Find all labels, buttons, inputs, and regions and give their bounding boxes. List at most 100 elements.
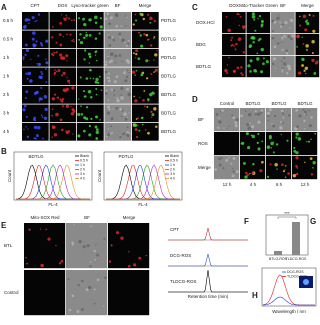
cell-spot: [94, 54, 97, 56]
cell-spot: [247, 64, 251, 68]
cell-spot: [272, 151, 275, 154]
row-label: BF: [198, 117, 204, 122]
cell-spot: [311, 52, 314, 54]
micrograph: [104, 30, 132, 49]
cell-spot: [45, 228, 48, 231]
cell-spot: [235, 118, 239, 122]
micrograph: [132, 67, 159, 86]
cell-spot: [126, 126, 129, 129]
cell-spot: [35, 40, 38, 43]
column-header: Lyso-tracker green: [71, 3, 109, 8]
cell-spot: [112, 38, 116, 42]
cell-spot: [135, 57, 137, 59]
cell-spot: [24, 43, 28, 47]
cell-spot: [73, 19, 76, 21]
cell-spot: [284, 36, 287, 39]
cell-spot: [139, 12, 142, 16]
cell-spot: [135, 53, 138, 56]
bar: [274, 251, 282, 255]
cell-spot: [110, 117, 114, 121]
cell-spot: [232, 170, 235, 173]
cell-spot: [244, 110, 247, 113]
cell-spot: [295, 151, 299, 155]
cell-spot: [107, 72, 110, 75]
cell-spot: [140, 44, 144, 48]
cell-spot: [70, 105, 72, 108]
time-label: 6 h: [276, 182, 283, 187]
cell-spot: [218, 157, 221, 161]
micrograph: [132, 123, 159, 141]
cell-spot: [41, 116, 44, 119]
cell-spot: [125, 75, 129, 79]
cell-spot: [312, 161, 316, 165]
cell-spot: [60, 56, 64, 60]
cell-spot: [53, 51, 56, 54]
cell-spot: [304, 28, 308, 32]
cell-spot: [249, 173, 251, 175]
cell-spot: [43, 116, 48, 120]
cell-spot: [295, 132, 299, 136]
legend-label: 4 h: [80, 176, 85, 180]
cell-spot: [256, 52, 259, 55]
cell-spot: [78, 98, 80, 100]
cell-spot: [131, 70, 136, 75]
cell-spot: [88, 62, 91, 64]
micrograph: [271, 56, 295, 78]
panel-label: B: [1, 147, 7, 156]
cell-spot: [115, 106, 119, 110]
cell-spot: [142, 98, 145, 102]
cell-spot: [73, 223, 75, 226]
cell-spot: [120, 115, 123, 118]
cell-spot: [156, 50, 158, 52]
cell-spot: [119, 136, 122, 139]
x-axis-label: FL-4: [138, 202, 148, 207]
cell-spot: [25, 126, 27, 128]
cell-spot: [122, 38, 125, 41]
cell-spot: [247, 126, 251, 131]
x-axis-label: Wavelength / nm: [272, 309, 306, 314]
cell-spot: [274, 163, 278, 167]
cell-spot: [301, 36, 303, 38]
cell-spot: [98, 75, 101, 78]
cell-spot: [218, 163, 222, 167]
cell-spot: [304, 161, 306, 163]
cell-spot: [151, 91, 155, 95]
panel-label: A: [1, 3, 7, 12]
cell-spot: [45, 81, 48, 83]
column-header: Merge: [301, 3, 314, 8]
cell-spot: [313, 71, 317, 75]
column-header: Mito-Tracker Green: [239, 3, 278, 8]
micrograph: [132, 49, 159, 67]
row-label: DOX.HCl: [196, 20, 215, 25]
cell-spot: [227, 29, 229, 31]
cell-spot: [297, 137, 302, 141]
cell-spot: [51, 26, 54, 28]
cell-spot: [24, 97, 27, 100]
micrograph: [132, 86, 159, 104]
cell-spot: [253, 68, 257, 73]
cell-spot: [124, 79, 128, 83]
cell-spot: [113, 80, 117, 84]
cell-spot: [245, 132, 249, 136]
cell-spot: [154, 53, 158, 57]
row-label: PDTLG: [161, 55, 177, 60]
cell-spot: [267, 119, 269, 122]
cell-spot: [80, 113, 84, 116]
cell-spot: [296, 167, 298, 169]
cell-spot: [119, 36, 122, 39]
micrograph: [132, 30, 159, 49]
cell-spot: [45, 39, 49, 43]
cell-spot: [246, 173, 249, 177]
micrograph: [292, 156, 318, 180]
cell-spot: [105, 135, 108, 138]
cell-spot: [217, 126, 220, 130]
cell-spot: [150, 110, 153, 114]
cell-spot: [249, 70, 252, 73]
cell-spot: [88, 55, 92, 59]
cell-spot: [26, 262, 29, 265]
cell-spot: [67, 278, 70, 281]
cell-spot: [302, 43, 305, 45]
cell-spot: [37, 62, 41, 67]
cell-spot: [312, 166, 314, 169]
